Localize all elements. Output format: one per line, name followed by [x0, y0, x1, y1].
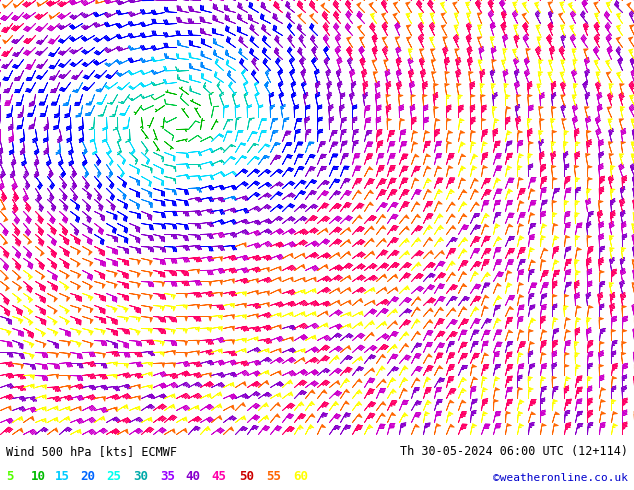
- Text: 60: 60: [293, 470, 308, 483]
- Text: 10: 10: [30, 470, 46, 483]
- Text: 25: 25: [107, 470, 122, 483]
- Text: 35: 35: [160, 470, 176, 483]
- Text: 15: 15: [55, 470, 70, 483]
- Text: Th 30-05-2024 06:00 UTC (12+114): Th 30-05-2024 06:00 UTC (12+114): [399, 445, 628, 458]
- Text: 55: 55: [266, 470, 281, 483]
- Text: 30: 30: [133, 470, 148, 483]
- Text: 20: 20: [81, 470, 96, 483]
- Text: 40: 40: [186, 470, 201, 483]
- Text: Wind 500 hPa [kts] ECMWF: Wind 500 hPa [kts] ECMWF: [6, 445, 178, 458]
- Text: 45: 45: [212, 470, 227, 483]
- Text: 50: 50: [240, 470, 255, 483]
- Text: 5: 5: [6, 470, 14, 483]
- Text: ©weatheronline.co.uk: ©weatheronline.co.uk: [493, 473, 628, 483]
